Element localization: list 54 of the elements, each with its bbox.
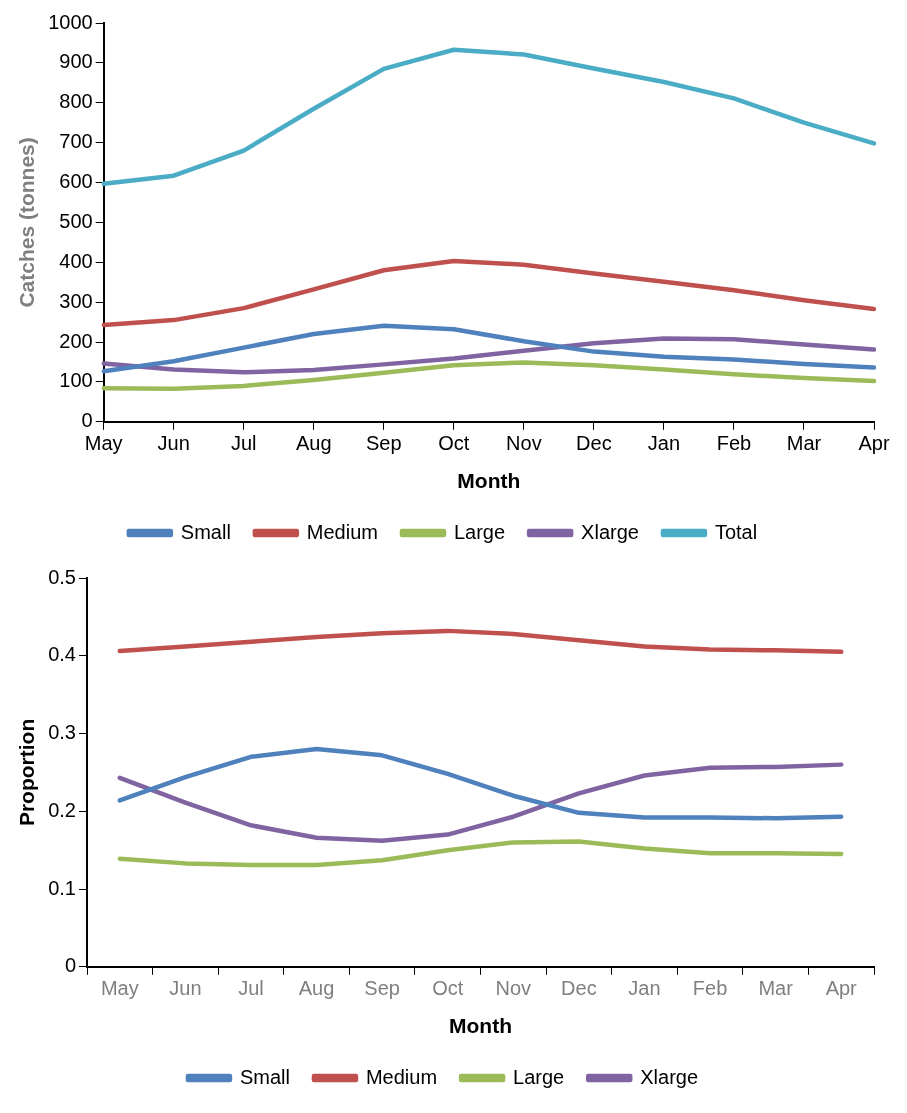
legend-label: Medium bbox=[306, 520, 378, 543]
legend-label: Small bbox=[239, 1065, 290, 1088]
x-tick-label: Apr bbox=[825, 977, 858, 1000]
x-tick-label: Mar bbox=[758, 977, 794, 1000]
y-tick-label: 0.5 bbox=[48, 565, 76, 588]
y-tick-label: 0.3 bbox=[48, 721, 76, 744]
y-axis-title: Catches (tonnes) bbox=[15, 137, 39, 308]
y-tick-label: 0 bbox=[64, 954, 76, 977]
x-tick-label: Sep bbox=[366, 432, 402, 455]
x-tick-label: Sep bbox=[364, 977, 400, 1000]
x-tick-label: Jan bbox=[647, 432, 681, 455]
y-tick-label: 700 bbox=[59, 130, 93, 153]
x-tick-label: Jul bbox=[230, 432, 257, 455]
x-tick-label: Feb bbox=[716, 432, 752, 455]
y-tick-label: 400 bbox=[59, 249, 93, 272]
y-tick-label: 1000 bbox=[48, 10, 93, 33]
legend-label: Xlarge bbox=[581, 520, 639, 543]
x-tick-label: Dec bbox=[576, 432, 612, 455]
y-tick-label: 200 bbox=[59, 329, 93, 352]
x-tick-label: May bbox=[84, 432, 123, 455]
x-tick-label: Jan bbox=[628, 977, 661, 1000]
x-tick-label: Apr bbox=[858, 432, 890, 455]
x-tick-label: Dec bbox=[561, 977, 597, 1000]
x-axis-title: Month bbox=[449, 1014, 512, 1038]
x-tick-label: Aug bbox=[295, 432, 332, 455]
x-tick-label: Oct bbox=[438, 432, 470, 455]
x-tick-label: Aug bbox=[298, 977, 335, 1000]
y-tick-label: 600 bbox=[59, 170, 93, 193]
y-tick-label: 300 bbox=[59, 289, 93, 312]
y-tick-label: 0.1 bbox=[48, 876, 76, 899]
y-tick-label: 0.4 bbox=[48, 643, 76, 666]
legend-label: Total bbox=[714, 520, 758, 543]
legend-label: Large bbox=[453, 520, 506, 543]
y-tick-label: 0 bbox=[81, 409, 93, 432]
x-tick-label: May bbox=[100, 977, 139, 1000]
legend-label: Medium bbox=[365, 1065, 438, 1088]
y-axis-title: Proportion bbox=[15, 718, 39, 827]
legend-label: Small bbox=[180, 520, 231, 543]
y-tick-label: 500 bbox=[59, 209, 93, 232]
y-tick-label: 800 bbox=[59, 90, 93, 113]
x-tick-label: Nov bbox=[495, 977, 532, 1000]
x-tick-label: Mar bbox=[786, 432, 822, 455]
y-tick-label: 100 bbox=[59, 369, 93, 392]
x-tick-label: Jul bbox=[238, 977, 264, 1000]
legend-label: Xlarge bbox=[640, 1065, 699, 1088]
x-axis-title: Month bbox=[457, 469, 521, 493]
x-tick-label: Oct bbox=[432, 977, 464, 1000]
legend-label: Large bbox=[513, 1065, 565, 1088]
x-tick-label: Feb bbox=[692, 977, 728, 1000]
y-tick-label: 0.2 bbox=[48, 798, 76, 821]
x-tick-label: Nov bbox=[506, 432, 542, 455]
x-tick-label: Jun bbox=[157, 432, 190, 455]
x-tick-label: Jun bbox=[169, 977, 202, 1000]
y-tick-label: 900 bbox=[59, 50, 93, 73]
